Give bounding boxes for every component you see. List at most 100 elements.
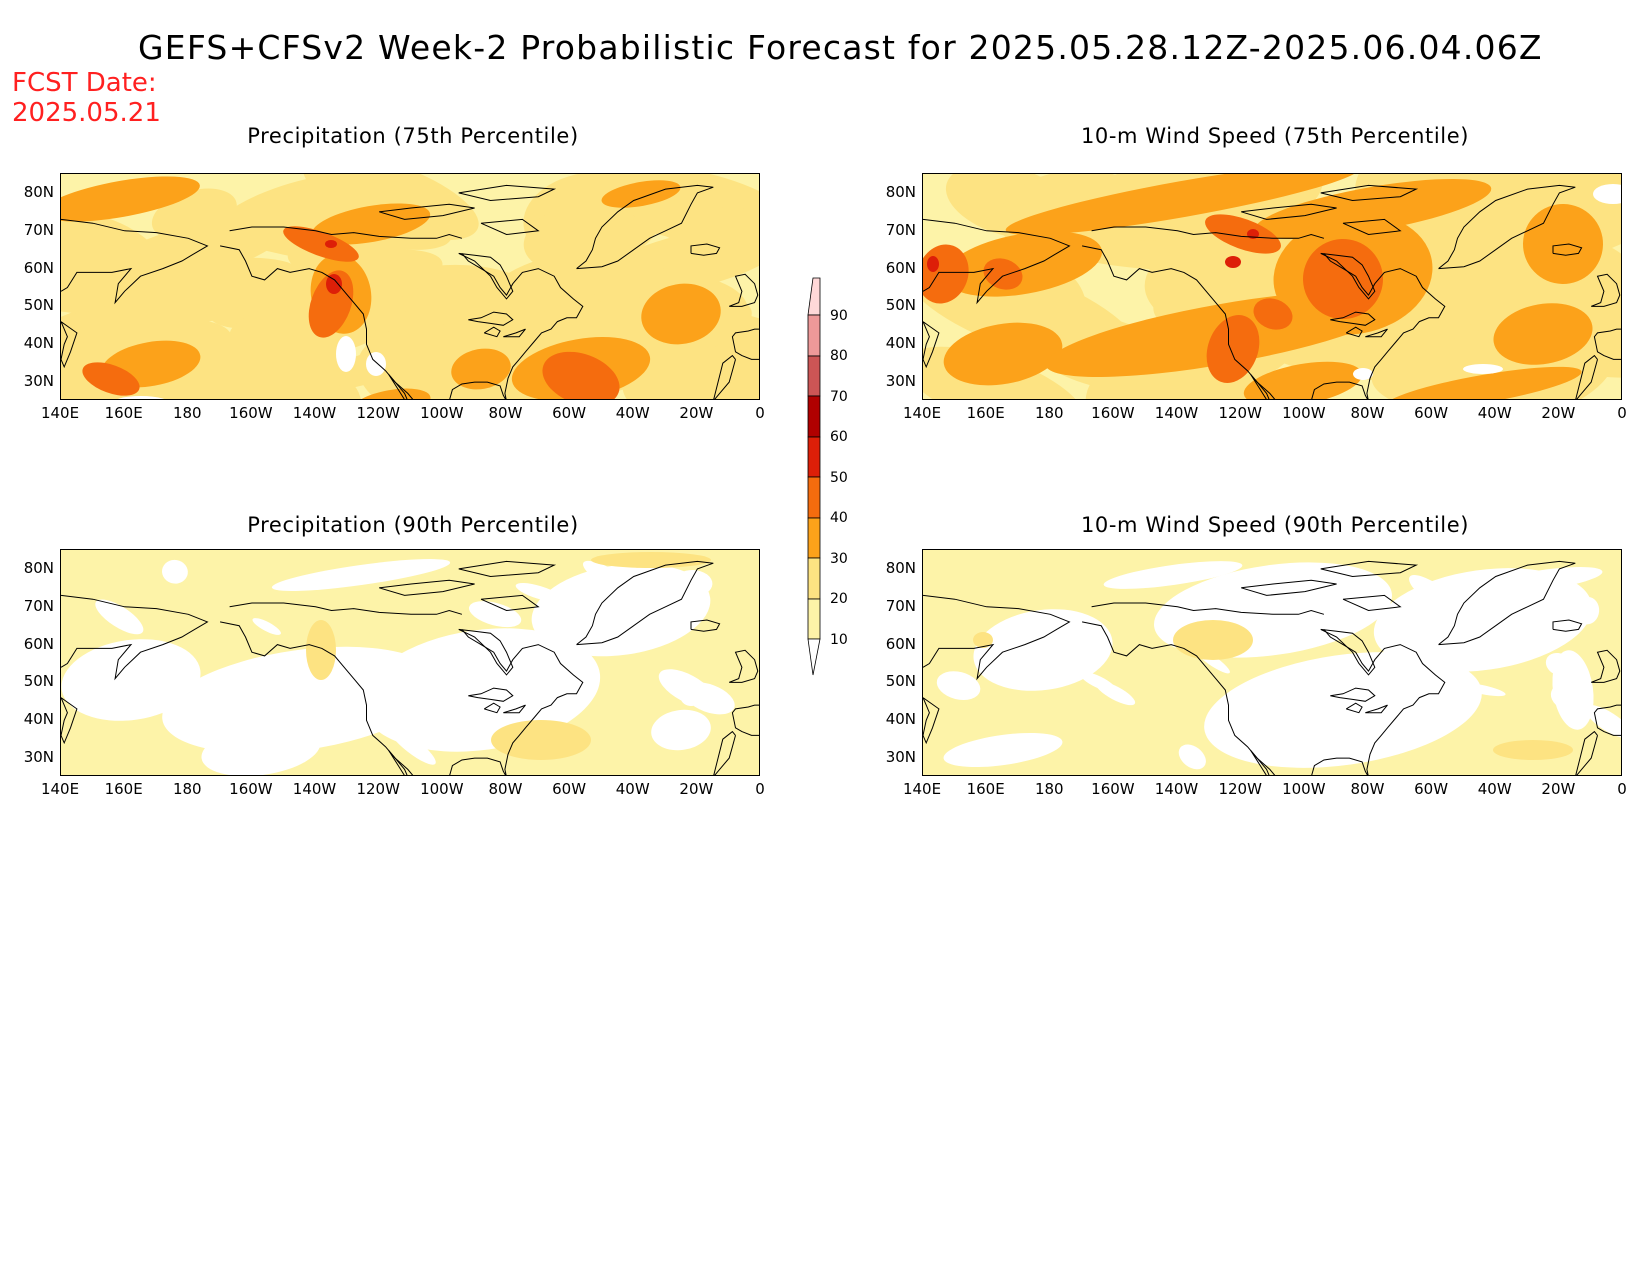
coastline-segment [449,629,584,775]
field-below-10 [1206,580,1231,605]
field-below-10 [1178,744,1206,770]
field-contour-50-60 [1225,256,1241,268]
field-contour-30-40 [601,180,681,208]
coastline-segment [1593,328,1621,360]
lon-tick-label: 0 [1617,404,1627,422]
field-below-10 [162,646,440,754]
coastline-segment [729,273,759,307]
forecast-date: FCST Date: 2025.05.21 [12,68,161,128]
lon-tick-label: 20W [1541,404,1576,422]
field-below-10 [1575,596,1600,625]
field-contour-40-50 [283,226,359,262]
field-below-10 [388,726,436,765]
lon-tick-label: 120W [1218,404,1262,422]
field-below-10 [1353,368,1373,380]
field-below-10 [943,732,1063,768]
field-below-10 [673,570,713,597]
lon-tick-label: 160W [229,404,273,422]
field-below-10 [1483,567,1603,593]
lon-tick-label: 0 [755,404,765,422]
coastline-segment [923,594,1071,681]
lon-tick-label: 160E [966,780,1005,798]
lat-tick-label: 40N [885,334,916,353]
coastline-segment [1320,628,1376,676]
lat-tick-label: 70N [23,220,54,239]
lon-tick-label: 180 [1034,780,1064,798]
field-contour-40-50 [1206,315,1260,383]
field-contour-40-50 [1303,239,1383,319]
coastline-segment [576,184,714,270]
coastline-segment [61,321,78,369]
lon-tick-label: 40W [615,780,650,798]
colorbar-swatches [807,277,821,676]
field-contour-20-30 [1330,327,1500,394]
lon-tick-label: 100W [420,780,464,798]
lon-tick-label: 0 [1617,780,1627,798]
coastline-segment [480,218,540,236]
coastline-segment [729,649,759,683]
map-field-wind90 [923,550,1621,775]
coastline-segment [458,252,514,300]
field-contour-50-60 [927,256,939,272]
field-below-10 [973,609,1113,691]
field-below-10 [1363,696,1384,722]
coastline-segment [713,354,736,399]
field-below-10 [271,559,451,591]
coastline-segment [468,311,514,326]
lon-tick-label: 140E [902,404,942,422]
coastline-segment [1345,702,1363,714]
coastline-segment [1552,619,1583,632]
lon-tick-label: 100W [420,404,464,422]
coastlines [61,184,759,399]
coastline-segment [1241,203,1337,220]
lat-tick-label: 40N [23,334,54,353]
colorbar-label-90: 90 [830,308,848,324]
coastlines [923,184,1621,399]
lon-tick-label: 20W [679,780,714,798]
coastline-segment [1575,354,1598,399]
field-below-10 [531,563,711,657]
lon-tick-label: 0 [755,780,765,798]
coastline-segment [1330,311,1376,326]
coastlines [61,560,759,775]
field-contour-30-40 [1005,174,1361,235]
lon-tick-label: 140W [292,780,337,798]
lon-tick-label: 60W [1414,780,1449,798]
coastline-segment [483,326,501,338]
coastline-segment [1082,245,1276,399]
coastline-segment [458,560,557,578]
field-contour-20-30 [1066,240,1266,271]
colorbar-swatch-80-90 [807,314,821,357]
field-contour-20-30 [632,207,759,247]
lon-tick-label: 140W [292,404,337,422]
lon-tick-label: 20W [1541,780,1576,798]
coastline-segment [61,697,78,745]
field-below-10 [515,582,563,602]
coastline-segment [1591,649,1621,683]
lon-tick-label: 100W [1282,780,1326,798]
panel-title-wind75: 10-m Wind Speed (75th Percentile) [1080,124,1470,148]
map-precip75 [60,173,760,400]
field-contour-40-50 [983,258,1023,290]
field-below-10 [1463,364,1503,374]
lat-tick-label: 60N [885,258,916,277]
colorbar-swatch-50-60 [807,436,821,478]
field-below-10 [583,560,638,596]
lon-tick-label: 60W [552,780,587,798]
coastline-segment [1342,218,1402,236]
lat-tick-label: 80N [885,558,916,577]
lon-tick-label: 140W [1154,780,1199,798]
field-contour-20-30 [61,207,129,312]
lat-tick-label: 40N [885,710,916,729]
coastline-segment [713,730,736,775]
field-below-10 [61,639,201,721]
coastline-segment [503,704,526,714]
lon-tick-label: 80W [488,404,523,422]
coastline-segment [220,245,414,399]
coastline-segment [379,203,475,220]
lon-tick-label: 160E [104,404,143,422]
coastline-segment [458,628,514,676]
field-contour-20-30 [214,174,380,243]
coastline-segment [1320,184,1419,202]
field-below-10 [1593,184,1621,204]
